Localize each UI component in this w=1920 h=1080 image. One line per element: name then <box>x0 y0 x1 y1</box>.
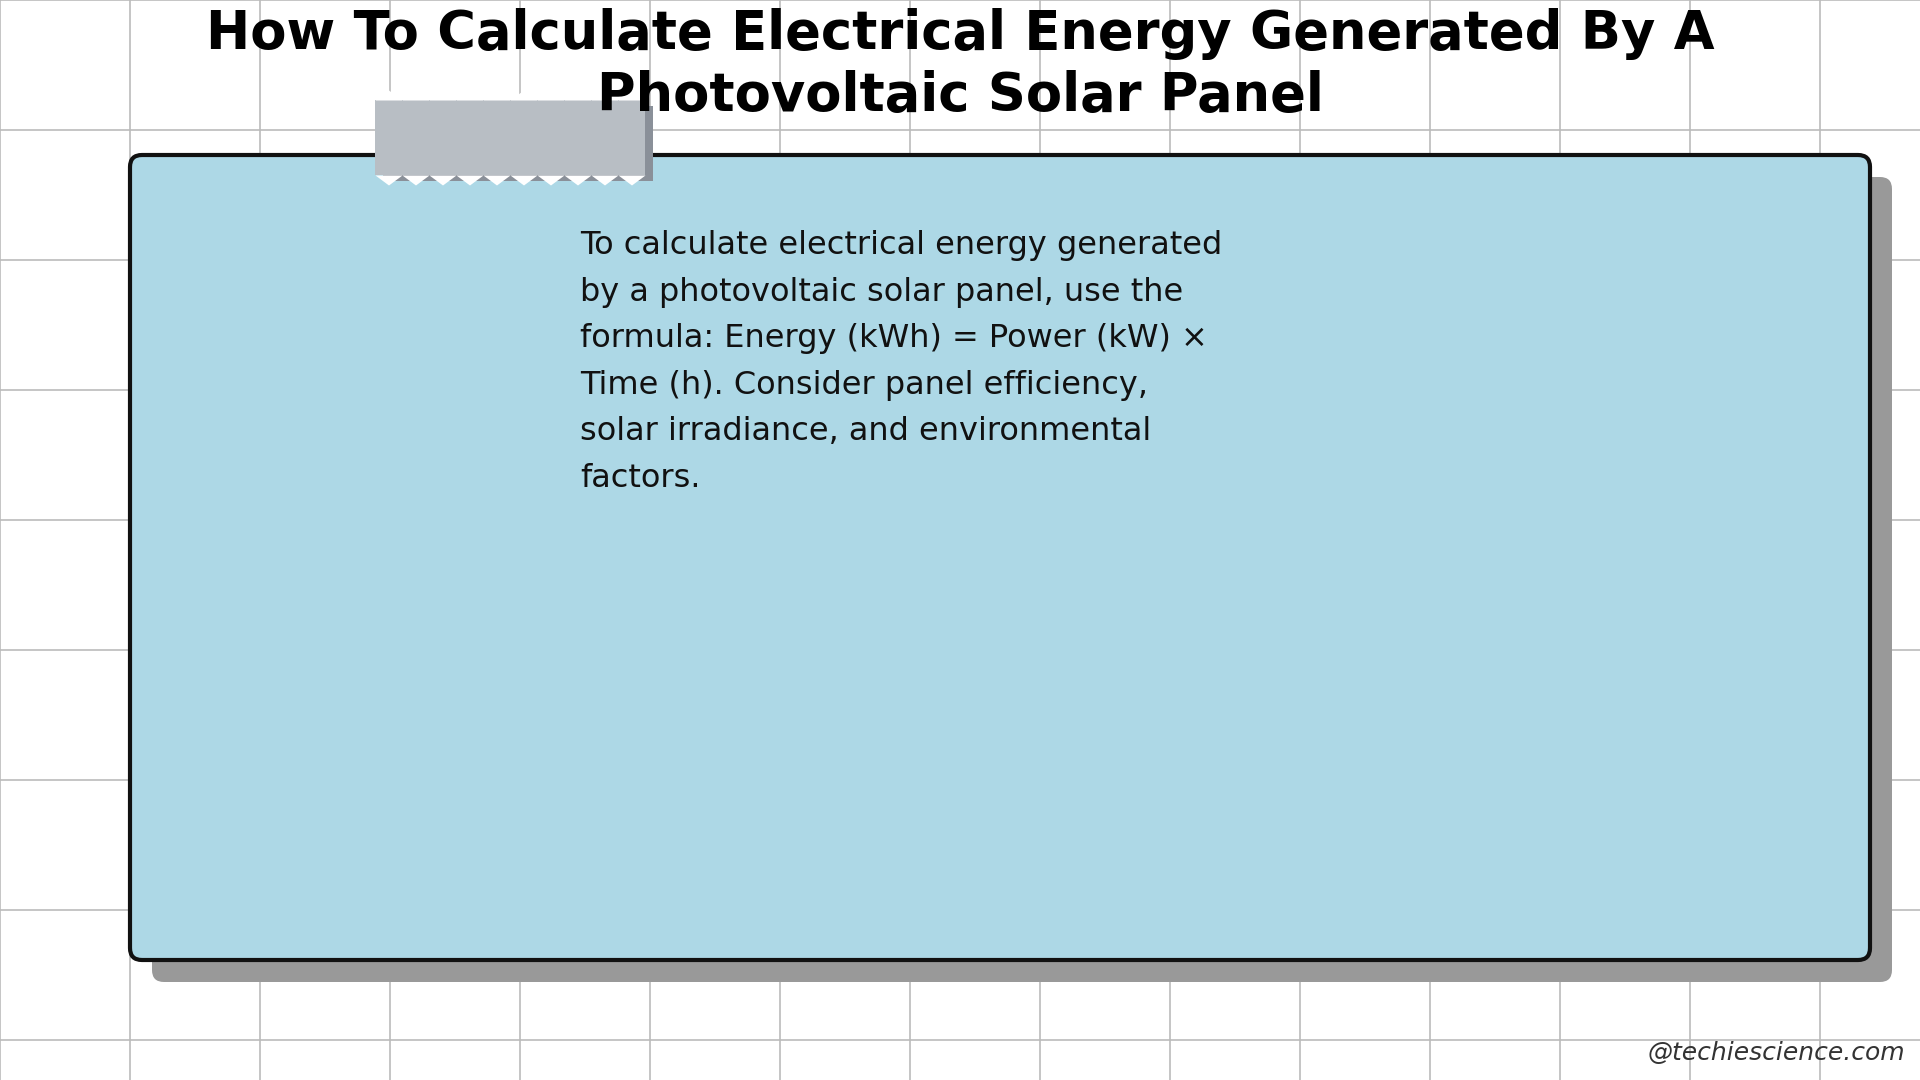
FancyBboxPatch shape <box>152 177 1891 982</box>
Text: To calculate electrical energy generated
by a photovoltaic solar panel, use the
: To calculate electrical energy generated… <box>580 230 1223 494</box>
Text: How To Calculate Electrical Energy Generated By A
Photovoltaic Solar Panel: How To Calculate Electrical Energy Gener… <box>205 8 1715 122</box>
Polygon shape <box>382 106 653 181</box>
FancyBboxPatch shape <box>131 156 1870 960</box>
Text: @techiescience.com: @techiescience.com <box>1647 1041 1905 1065</box>
Polygon shape <box>374 100 645 175</box>
